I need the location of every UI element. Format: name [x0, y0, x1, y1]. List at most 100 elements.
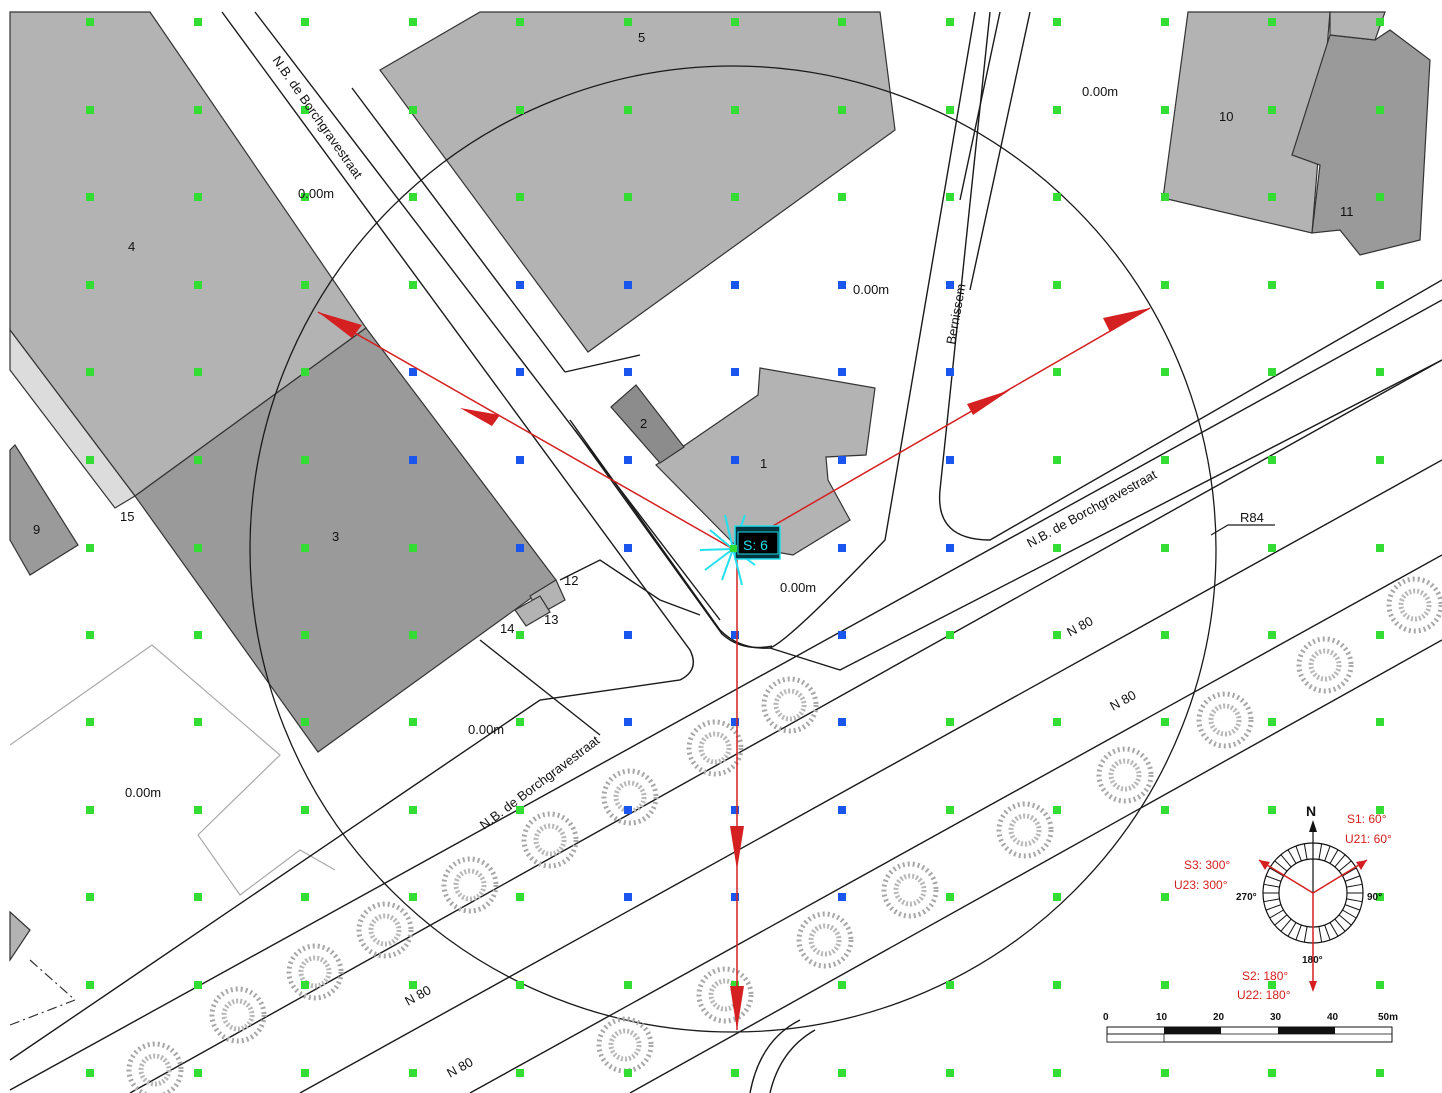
grid-point-blue[interactable] — [946, 544, 954, 552]
grid-point[interactable] — [838, 106, 846, 114]
grid-point[interactable] — [1376, 18, 1384, 26]
grid-point[interactable] — [946, 981, 954, 989]
grid-point-blue[interactable] — [624, 806, 632, 814]
grid-point-blue[interactable] — [838, 631, 846, 639]
grid-point-blue[interactable] — [731, 893, 739, 901]
building-5[interactable] — [379, 11, 896, 353]
grid-point[interactable] — [516, 18, 524, 26]
grid-point[interactable] — [1268, 718, 1276, 726]
grid-point[interactable] — [86, 281, 94, 289]
building-13[interactable] — [514, 595, 551, 627]
grid-point-blue[interactable] — [838, 456, 846, 464]
grid-point-blue[interactable] — [624, 456, 632, 464]
grid-point[interactable] — [1161, 18, 1169, 26]
grid-point[interactable] — [1268, 193, 1276, 201]
grid-point[interactable] — [409, 106, 417, 114]
grid-point[interactable] — [1053, 368, 1061, 376]
grid-point[interactable] — [1376, 631, 1384, 639]
building-9[interactable] — [9, 444, 79, 576]
grid-point[interactable] — [301, 544, 309, 552]
grid-point[interactable] — [1053, 456, 1061, 464]
grid-point-blue[interactable] — [624, 281, 632, 289]
grid-point[interactable] — [409, 806, 417, 814]
grid-point[interactable] — [516, 893, 524, 901]
grid-point[interactable] — [1376, 281, 1384, 289]
grid-point[interactable] — [194, 281, 202, 289]
grid-point[interactable] — [1053, 193, 1061, 201]
grid-point-blue[interactable] — [409, 368, 417, 376]
grid-point-blue[interactable] — [516, 368, 524, 376]
grid-point[interactable] — [1376, 718, 1384, 726]
grid-point[interactable] — [946, 1069, 954, 1077]
grid-point[interactable] — [1053, 981, 1061, 989]
grid-point-blue[interactable] — [946, 368, 954, 376]
grid-point[interactable] — [86, 1069, 94, 1077]
grid-point[interactable] — [1268, 981, 1276, 989]
grid-point[interactable] — [194, 718, 202, 726]
grid-point[interactable] — [838, 1069, 846, 1077]
grid-point[interactable] — [946, 18, 954, 26]
grid-point[interactable] — [301, 718, 309, 726]
grid-point[interactable] — [624, 1069, 632, 1077]
building-2[interactable] — [610, 384, 685, 464]
grid-point[interactable] — [409, 981, 417, 989]
grid-point[interactable] — [194, 544, 202, 552]
grid-point[interactable] — [409, 631, 417, 639]
grid-point[interactable] — [1161, 893, 1169, 901]
grid-point[interactable] — [516, 718, 524, 726]
grid-point[interactable] — [731, 106, 739, 114]
grid-point[interactable] — [1376, 893, 1384, 901]
grid-point[interactable] — [301, 193, 309, 201]
grid-point[interactable] — [1376, 368, 1384, 376]
grid-point[interactable] — [838, 981, 846, 989]
grid-point[interactable] — [409, 718, 417, 726]
grid-point[interactable] — [1053, 806, 1061, 814]
grid-point[interactable] — [1053, 544, 1061, 552]
grid-point[interactable] — [1161, 718, 1169, 726]
grid-point[interactable] — [516, 106, 524, 114]
grid-point[interactable] — [301, 368, 309, 376]
grid-point[interactable] — [946, 631, 954, 639]
grid-point[interactable] — [194, 1069, 202, 1077]
grid-point[interactable] — [1376, 193, 1384, 201]
grid-point[interactable] — [409, 18, 417, 26]
grid-point[interactable] — [86, 631, 94, 639]
grid-point[interactable] — [624, 193, 632, 201]
grid-point-blue[interactable] — [516, 544, 524, 552]
grid-point[interactable] — [1268, 18, 1276, 26]
grid-point[interactable] — [301, 631, 309, 639]
grid-point[interactable] — [301, 893, 309, 901]
grid-point[interactable] — [624, 981, 632, 989]
grid-point[interactable] — [1268, 631, 1276, 639]
grid-point-blue[interactable] — [624, 718, 632, 726]
grid-point[interactable] — [1268, 456, 1276, 464]
building-11[interactable] — [1291, 29, 1431, 256]
grid-point[interactable] — [1376, 544, 1384, 552]
grid-point[interactable] — [946, 893, 954, 901]
grid-point-blue[interactable] — [838, 368, 846, 376]
grid-point[interactable] — [86, 193, 94, 201]
grid-point[interactable] — [1161, 193, 1169, 201]
grid-point[interactable] — [86, 981, 94, 989]
grid-point[interactable] — [86, 106, 94, 114]
grid-point[interactable] — [86, 368, 94, 376]
grid-point[interactable] — [1161, 544, 1169, 552]
grid-point-blue[interactable] — [516, 281, 524, 289]
grid-point-blue[interactable] — [624, 893, 632, 901]
grid-point-blue[interactable] — [731, 281, 739, 289]
grid-point[interactable] — [1053, 281, 1061, 289]
grid-point[interactable] — [1053, 18, 1061, 26]
grid-point-blue[interactable] — [838, 544, 846, 552]
grid-point[interactable] — [1161, 456, 1169, 464]
grid-point[interactable] — [1161, 806, 1169, 814]
grid-point[interactable] — [301, 981, 309, 989]
grid-point-blue[interactable] — [731, 456, 739, 464]
grid-point[interactable] — [301, 281, 309, 289]
grid-point-blue[interactable] — [838, 281, 846, 289]
grid-point[interactable] — [194, 806, 202, 814]
grid-point-blue[interactable] — [624, 631, 632, 639]
grid-point[interactable] — [1161, 281, 1169, 289]
grid-point[interactable] — [946, 806, 954, 814]
grid-point[interactable] — [194, 631, 202, 639]
grid-point[interactable] — [1376, 981, 1384, 989]
